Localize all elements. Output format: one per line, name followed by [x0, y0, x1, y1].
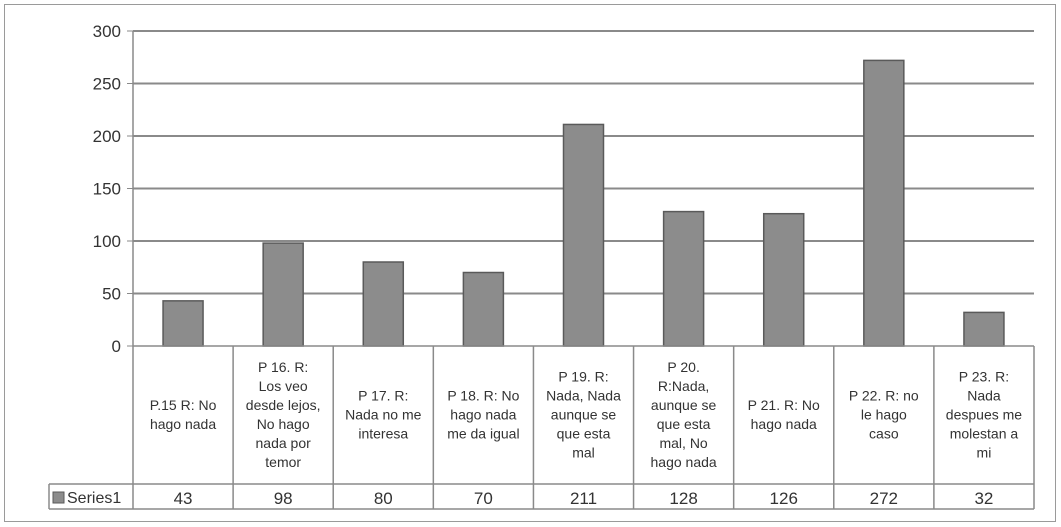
bar — [462, 271, 505, 347]
category-label: P 22. R: no le hago caso — [849, 388, 919, 442]
data-value-label: 98 — [274, 489, 293, 508]
category-label: P 23. R: Nada despues me molestan a mi — [946, 369, 1022, 461]
y-tick-label: 200 — [93, 127, 121, 146]
y-tick-label: 100 — [93, 232, 121, 251]
data-value-label: 32 — [974, 489, 993, 508]
y-tick-label: 150 — [93, 180, 121, 199]
bar — [262, 242, 304, 347]
data-value-label: 211 — [570, 489, 597, 508]
data-value-label: 70 — [474, 489, 493, 508]
bar — [562, 123, 605, 347]
data-value-label: 128 — [669, 489, 697, 508]
bar — [863, 59, 905, 347]
y-tick-label: 300 — [93, 22, 121, 41]
bar — [762, 212, 805, 347]
category-label: P 16. R: Los veo desde lejos, No hago nada p… — [246, 359, 321, 470]
data-value-label: 272 — [870, 489, 898, 508]
bar — [662, 210, 705, 347]
data-value-label: 43 — [174, 489, 193, 508]
chart-frame — [4, 4, 1056, 522]
data-value-label: 80 — [374, 489, 393, 508]
y-tick-label: 250 — [93, 75, 121, 94]
y-tick-label: 50 — [102, 285, 121, 304]
category-label: P 20. R:Nada, aunque se que esta mal, No hago… — [651, 359, 717, 470]
category-label: P 17. R: Nada no me interesa — [345, 388, 421, 442]
category-label: P 18. R: No hago nada me da igual — [447, 388, 519, 442]
legend-label: Series1 — [67, 490, 121, 507]
category-label: P 21. R: No hago nada — [748, 397, 820, 432]
data-value-label: 126 — [770, 489, 798, 508]
category-label: P.15 R: No hago nada — [150, 397, 217, 432]
category-label: P 19. R: Nada, Nada aunque se que esta mal — [546, 369, 621, 461]
legend-key — [52, 491, 65, 504]
y-tick-label: 0 — [112, 337, 121, 356]
bar — [963, 311, 1005, 347]
bar — [162, 300, 204, 347]
bar — [362, 261, 405, 347]
